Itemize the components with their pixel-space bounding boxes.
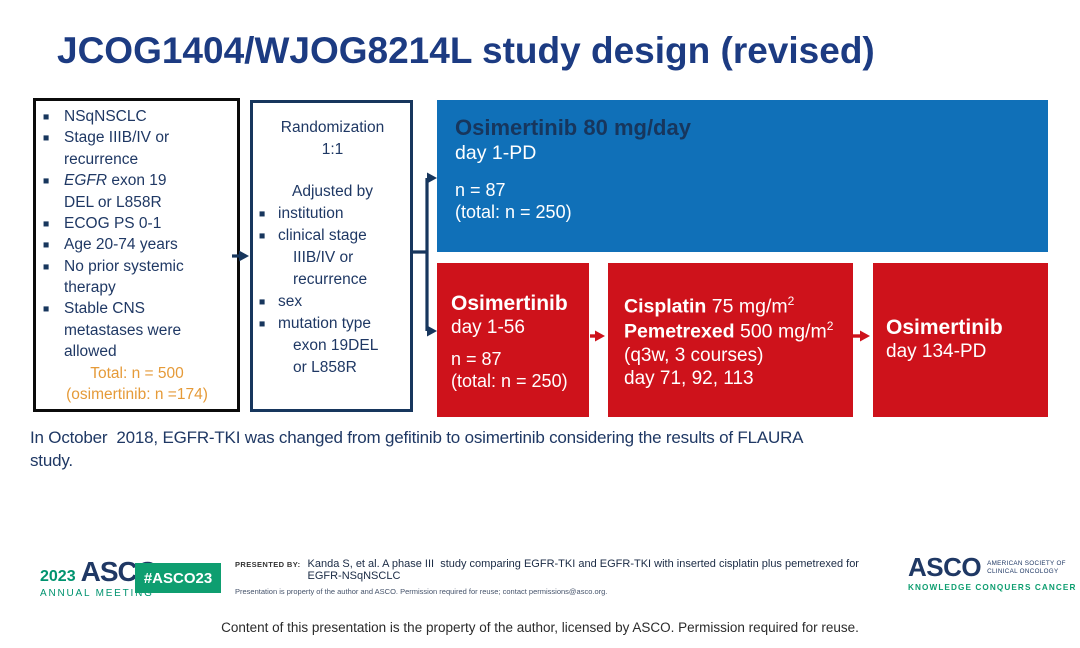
arrow-branch-stem: [412, 178, 429, 331]
factor-text: clinical stage: [278, 227, 367, 244]
armb-box1-schedule: day 1-56: [451, 317, 525, 338]
asco-wordmark: ASCO: [908, 552, 982, 582]
bullet-square-icon: ■: [43, 132, 50, 145]
presented-by-row: PRESENTED BY: Kanda S, et al. A phase II…: [235, 558, 895, 582]
slide-title: JCOG1404/WJOG8214L study design (revised…: [57, 30, 875, 71]
eligibility-item-text: Stable CNS metastases were allowed: [64, 300, 182, 361]
eligibility-item-text: Age 20-74 years: [64, 236, 178, 254]
reuse-disclaimer: Content of this presentation is the prop…: [221, 620, 859, 635]
stratification-item: ■ clinical stage IIIB/IV or recurrence: [259, 225, 406, 291]
stratification-item-text: clinical stage IIIB/IV or recurrence: [278, 225, 406, 291]
armb-box1-title: Osimertinib: [451, 292, 568, 315]
bullet-square-icon: ■: [43, 175, 50, 188]
hashtag-badge: #ASCO23: [135, 563, 221, 593]
bullet-square-icon: ■: [43, 239, 50, 252]
factor-text: institution: [278, 205, 344, 222]
drug1-superscript: 2: [787, 294, 795, 308]
randomization-box: Randomization 1:1 Adjusted by ■ institut…: [250, 100, 413, 412]
eligibility-item-text-rest: exon 19 DEL or L858R: [64, 172, 167, 211]
arm-osimertinib-total: (total: n = 250): [455, 202, 572, 222]
armb-osimertinib-lead-in-box: Osimertinib day 1-56 n = 87 (total: n = …: [437, 263, 589, 417]
eligibility-item: ■ Stable CNS metastases were allowed: [43, 298, 231, 362]
asco-society-line1: AMERICAN SOCIETY OF: [987, 559, 1066, 567]
eligibility-item-text: NSqNSCLC: [64, 108, 147, 125]
drug2-superscript: 2: [826, 318, 834, 333]
bullet-square-icon: ■: [259, 296, 266, 308]
presented-by-citation: Kanda S, et al. A phase III study compar…: [307, 558, 863, 582]
arm-osimertinib-n: n = 87: [455, 180, 506, 200]
factor-text: mutation type: [278, 315, 372, 332]
stratification-item: ■ institution: [259, 203, 406, 225]
randomization-ratio: 1:1: [321, 141, 344, 158]
presented-by-block: PRESENTED BY: Kanda S, et al. A phase II…: [235, 558, 895, 596]
total-n-line: Total: n = 500: [90, 364, 184, 382]
armb-chemo-box: Cisplatin 75 mg/m2 Pemetrexed 500 mg/m2 …: [608, 263, 853, 417]
stratification-item-text: institution: [278, 203, 406, 225]
presented-by-label: PRESENTED BY:: [235, 560, 301, 569]
stratification-item: ■ mutation type exon 19DEL or L858R: [259, 313, 406, 379]
factor-subtext: exon 19DEL or L858R: [293, 337, 379, 376]
bullet-square-icon: ■: [43, 111, 50, 123]
stratification-list: ■ institution ■ clinical stage IIIB/IV or…: [259, 203, 406, 379]
armb-chemo-drug2: Pemetrexed 500 mg/m2: [624, 319, 853, 344]
arm-osimertinib-title: Osimertinib 80 mg/day: [455, 115, 691, 140]
eligibility-item-text: EGFR exon 19 DEL or L858R: [64, 170, 231, 213]
armb-box1-n: n = 87: [451, 349, 502, 369]
factor-subtext: IIIB/IV or recurrence: [293, 249, 368, 288]
armb-box3-schedule: day 134-PD: [886, 341, 987, 362]
bullet-square-icon: ■: [43, 303, 50, 316]
eligibility-list: ■ NSqNSCLC ■ Stage IIIB/IV or recurrence…: [43, 106, 231, 363]
asco-society-logo: ASCO AMERICAN SOCIETY OF CLINICAL ONCOLO…: [908, 552, 1077, 593]
factor-text: sex: [278, 293, 303, 310]
annual-meeting-label: ANNUAL MEETING: [40, 588, 154, 599]
bullet-square-icon: ■: [43, 260, 50, 273]
presentation-property-note: Presentation is property of the author a…: [235, 587, 608, 596]
asco-tagline: KNOWLEDGE CONQUERS CANCER: [908, 583, 1077, 593]
bullet-square-icon: ■: [259, 208, 266, 220]
eligibility-item-text: No prior systemic therapy: [64, 257, 184, 296]
bullet-square-icon: ■: [43, 217, 50, 230]
drug1-name: Cisplatin: [624, 295, 707, 318]
eligibility-item-text: ECOG PS 0-1: [64, 214, 162, 232]
drug2-name: Pemetrexed: [624, 320, 735, 343]
eligibility-item-text: Stage IIIB/IV or recurrence: [64, 129, 170, 168]
gene-name-italic: EGFR: [64, 172, 108, 190]
eligibility-box: ■ NSqNSCLC ■ Stage IIIB/IV or recurrence…: [33, 98, 240, 412]
armb-chemo-days: day 71, 92, 113: [624, 367, 754, 389]
randomization-heading: Randomization: [280, 119, 385, 136]
stratification-item-text: mutation type exon 19DEL or L858R: [278, 313, 406, 379]
drug1-dose: 75 mg/m: [706, 295, 788, 318]
armb-chemo-courses: (q3w, 3 courses): [624, 344, 764, 366]
armb-box1-total: (total: n = 250): [451, 371, 568, 391]
flaura-note: In October 2018, EGFR-TKI was changed fr…: [30, 428, 804, 470]
meeting-year: 2023: [40, 568, 76, 585]
eligibility-item: ■ No prior systemic therapy: [43, 256, 231, 299]
armb-chemo-drug1: Cisplatin 75 mg/m2: [624, 294, 853, 319]
osimertinib-n-line: (osimertinib: n =174): [66, 385, 208, 403]
arm-osimertinib-box: Osimertinib 80 mg/day day 1-PD n = 87 (t…: [437, 100, 1048, 252]
eligibility-item: ■ Stage IIIB/IV or recurrence: [43, 127, 231, 170]
arm-osimertinib-schedule: day 1-PD: [455, 142, 537, 164]
asco-society-name: AMERICAN SOCIETY OF CLINICAL ONCOLOGY: [987, 560, 1066, 576]
armb-box3-title: Osimertinib: [886, 316, 1003, 339]
armb-osimertinib-resume-box: Osimertinib day 134-PD: [873, 263, 1048, 417]
bullet-square-icon: ■: [259, 230, 266, 242]
drug2-dose: 500 mg/m: [734, 320, 827, 343]
adjusted-by-heading: Adjusted by: [292, 183, 373, 200]
eligibility-item: ■ NSqNSCLC: [43, 106, 231, 127]
stratification-item: ■ sex: [259, 291, 406, 313]
asco-society-line2: CLINICAL ONCOLOGY: [987, 567, 1059, 575]
bullet-square-icon: ■: [259, 318, 266, 330]
eligibility-item: ■ ECOG PS 0-1: [43, 213, 231, 234]
eligibility-item: ■ Age 20-74 years: [43, 234, 231, 255]
eligibility-item: ■ EGFR exon 19 DEL or L858R: [43, 170, 231, 213]
stratification-item-text: sex: [278, 291, 406, 313]
asco-society-logo-row: ASCO AMERICAN SOCIETY OF CLINICAL ONCOLO…: [908, 552, 1077, 582]
